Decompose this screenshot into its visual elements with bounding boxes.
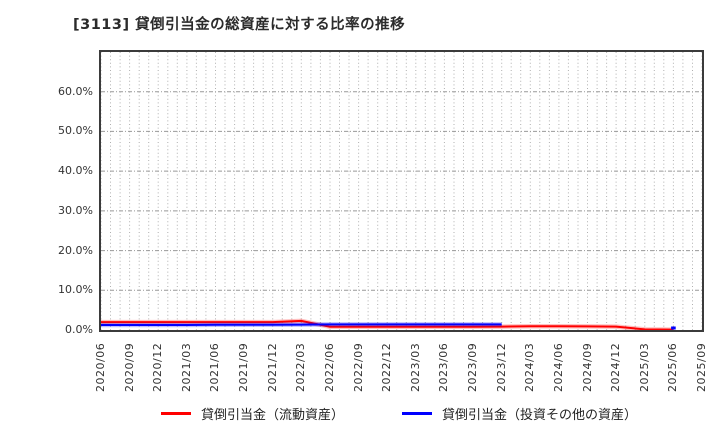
x-tick-label: 2021/06 [208, 342, 222, 392]
y-tick-label: 0.0% [65, 323, 93, 336]
y-tick-label: 30.0% [58, 203, 93, 217]
x-tick-label: 2021/09 [237, 342, 251, 392]
legend-item-investment-assets: 貸倒引当金（投資その他の資産） [402, 404, 637, 423]
plot-svg [101, 52, 702, 330]
x-tick-label: 2022/09 [351, 342, 365, 392]
y-tick-label: 20.0% [58, 243, 93, 257]
x-tick-label: 2025/09 [695, 342, 708, 392]
legend-blue-line-icon [402, 412, 432, 415]
legend-label-investment-assets: 貸倒引当金（投資その他の資産） [442, 408, 638, 423]
x-tick-label: 2024/06 [551, 342, 565, 392]
x-tick-label: 2022/03 [294, 342, 308, 392]
plot-area [99, 50, 704, 332]
y-tick-label: 10.0% [58, 283, 93, 297]
y-tick-label: 50.0% [58, 124, 93, 138]
legend-item-current-assets: 貸倒引当金（流動資産） [160, 404, 344, 423]
legend: 貸倒引当金（流動資産） 貸倒引当金（投資その他の資産） [0, 404, 720, 423]
x-tick-label: 2025/06 [666, 342, 680, 392]
x-tick-label: 2024/09 [580, 342, 594, 392]
chart-title: [3113] 貸倒引当金の総資産に対する比率の推移 [73, 17, 406, 33]
x-tick-label: 2023/03 [408, 342, 422, 392]
y-tick-label: 40.0% [58, 164, 93, 178]
x-tick-label: 2023/06 [437, 342, 451, 392]
legend-red-line-icon [160, 412, 191, 415]
x-tick-label: 2025/03 [637, 342, 651, 392]
x-tick-label: 2022/12 [380, 342, 394, 392]
x-tick-label: 2024/03 [523, 342, 537, 392]
x-tick-label: 2021/03 [179, 342, 193, 392]
x-tick-label: 2020/06 [94, 342, 107, 392]
x-tick-label: 2021/12 [265, 342, 279, 392]
x-tick-label: 2024/12 [609, 342, 623, 392]
x-tick-label: 2023/12 [494, 342, 508, 392]
x-tick-label: 2022/06 [322, 342, 336, 392]
x-tick-label: 2023/09 [466, 342, 480, 392]
x-tick-label: 2020/12 [151, 342, 165, 392]
legend-label-current-assets: 貸倒引当金（流動資産） [200, 408, 344, 423]
x-tick-label: 2020/09 [122, 342, 136, 392]
y-tick-label: 60.0% [58, 84, 93, 98]
